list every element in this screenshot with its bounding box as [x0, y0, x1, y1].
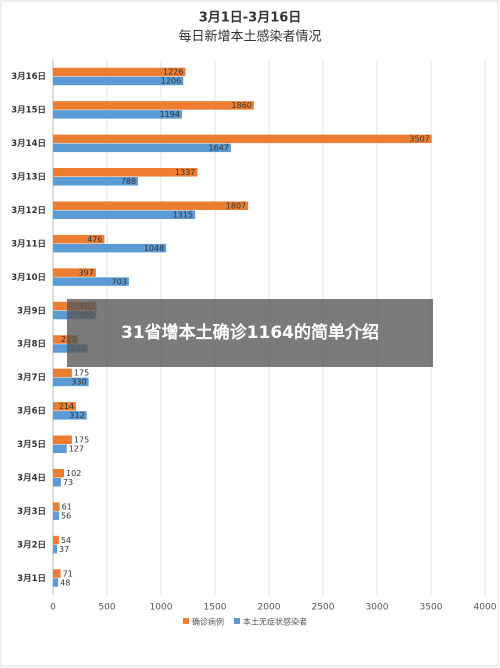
- y-tick-label: 3月12日: [11, 206, 46, 216]
- x-tick-label: 500: [98, 603, 115, 613]
- legend-swatch: [234, 618, 240, 624]
- bar: [53, 268, 96, 277]
- value-label: 1226: [163, 68, 183, 77]
- value-label: 476: [87, 235, 102, 244]
- bar: [53, 134, 432, 144]
- y-tick-label: 3月3日: [17, 507, 46, 517]
- x-tick-label: 3500: [420, 603, 443, 613]
- value-label: 1048: [144, 244, 164, 253]
- x-tick-label: 2000: [258, 603, 281, 613]
- bar: [53, 377, 89, 387]
- bar: [53, 511, 60, 520]
- bar: [53, 535, 59, 545]
- value-label: 175: [74, 436, 89, 445]
- x-tick-label: 3000: [366, 603, 389, 613]
- bar: [53, 569, 61, 578]
- y-tick-label: 3月10日: [11, 273, 46, 283]
- bar: [53, 143, 231, 153]
- bar: [53, 435, 72, 445]
- value-label: 127: [69, 445, 84, 454]
- bar: [53, 468, 65, 478]
- y-tick-label: 3月7日: [17, 373, 46, 383]
- value-label: 330: [71, 378, 86, 387]
- value-label: 56: [61, 511, 71, 520]
- chart-title: 3月1日-3月16日: [199, 11, 302, 26]
- legend-label: 确诊病例: [192, 617, 224, 627]
- x-tick-label: 1500: [204, 603, 227, 613]
- bar: [53, 335, 79, 344]
- overlay-banner: 31省增本土确诊1164的简单介绍: [67, 299, 433, 367]
- value-label: 102: [66, 469, 81, 478]
- value-label: 1807: [226, 201, 246, 210]
- value-label: 312: [69, 411, 84, 420]
- y-tick-label: 3月4日: [17, 473, 46, 483]
- y-tick-label: 3月14日: [11, 139, 46, 149]
- y-tick-label: 3月8日: [17, 340, 46, 350]
- value-label: 37: [59, 545, 69, 554]
- bar: [53, 277, 129, 286]
- value-label: 1206: [161, 77, 181, 86]
- value-label: 61: [62, 502, 72, 511]
- bar: [53, 411, 87, 420]
- bar: [53, 502, 60, 511]
- value-label: 54: [61, 536, 71, 545]
- bar: [53, 243, 167, 253]
- value-label: 175: [74, 369, 89, 378]
- bar: [53, 210, 196, 219]
- bar: [53, 168, 198, 177]
- legend-label: 本土无症状感染者: [243, 617, 307, 627]
- bar: [53, 368, 72, 378]
- legend-swatch: [183, 618, 189, 624]
- value-label: 703: [112, 277, 127, 286]
- value-label: 1647: [209, 144, 229, 153]
- bar: [53, 477, 61, 487]
- bar: [53, 67, 186, 77]
- value-label: 73: [63, 478, 73, 487]
- y-tick-label: 3月16日: [11, 72, 46, 82]
- x-tick-label: 0: [50, 603, 56, 613]
- chart-subtitle: 每日新增本土感染者情况: [178, 29, 321, 45]
- value-label: 214: [59, 402, 74, 411]
- bar: [53, 544, 57, 554]
- value-label: 1315: [173, 210, 193, 219]
- y-tick-label: 3月15日: [11, 106, 46, 116]
- value-label: 1194: [160, 110, 180, 119]
- value-label: 1860: [232, 101, 252, 110]
- y-tick-label: 3月11日: [11, 239, 46, 249]
- bar: [53, 402, 77, 411]
- value-label: 1337: [175, 168, 195, 177]
- y-tick-label: 3月5日: [17, 440, 46, 450]
- y-tick-label: 3月1日: [17, 574, 46, 584]
- x-tick-label: 2500: [312, 603, 335, 613]
- x-tick-label: 1000: [150, 603, 173, 613]
- bar: [53, 101, 254, 110]
- y-tick-label: 3月2日: [17, 540, 46, 550]
- y-tick-label: 3月6日: [17, 407, 46, 417]
- value-label: 397: [79, 268, 94, 277]
- bar: [53, 110, 182, 119]
- y-tick-label: 3月9日: [17, 306, 46, 316]
- bar: [53, 177, 139, 186]
- value-label: 71: [63, 569, 73, 578]
- bar: [53, 234, 105, 244]
- bar: [53, 201, 249, 210]
- bar: [53, 578, 59, 587]
- value-label: 3507: [409, 135, 429, 144]
- value-label: 788: [121, 177, 136, 186]
- x-tick-label: 4000: [474, 603, 497, 613]
- bar: [53, 76, 184, 86]
- bar: [53, 444, 67, 454]
- value-label: 48: [60, 578, 70, 587]
- y-tick-label: 3月13日: [11, 173, 46, 183]
